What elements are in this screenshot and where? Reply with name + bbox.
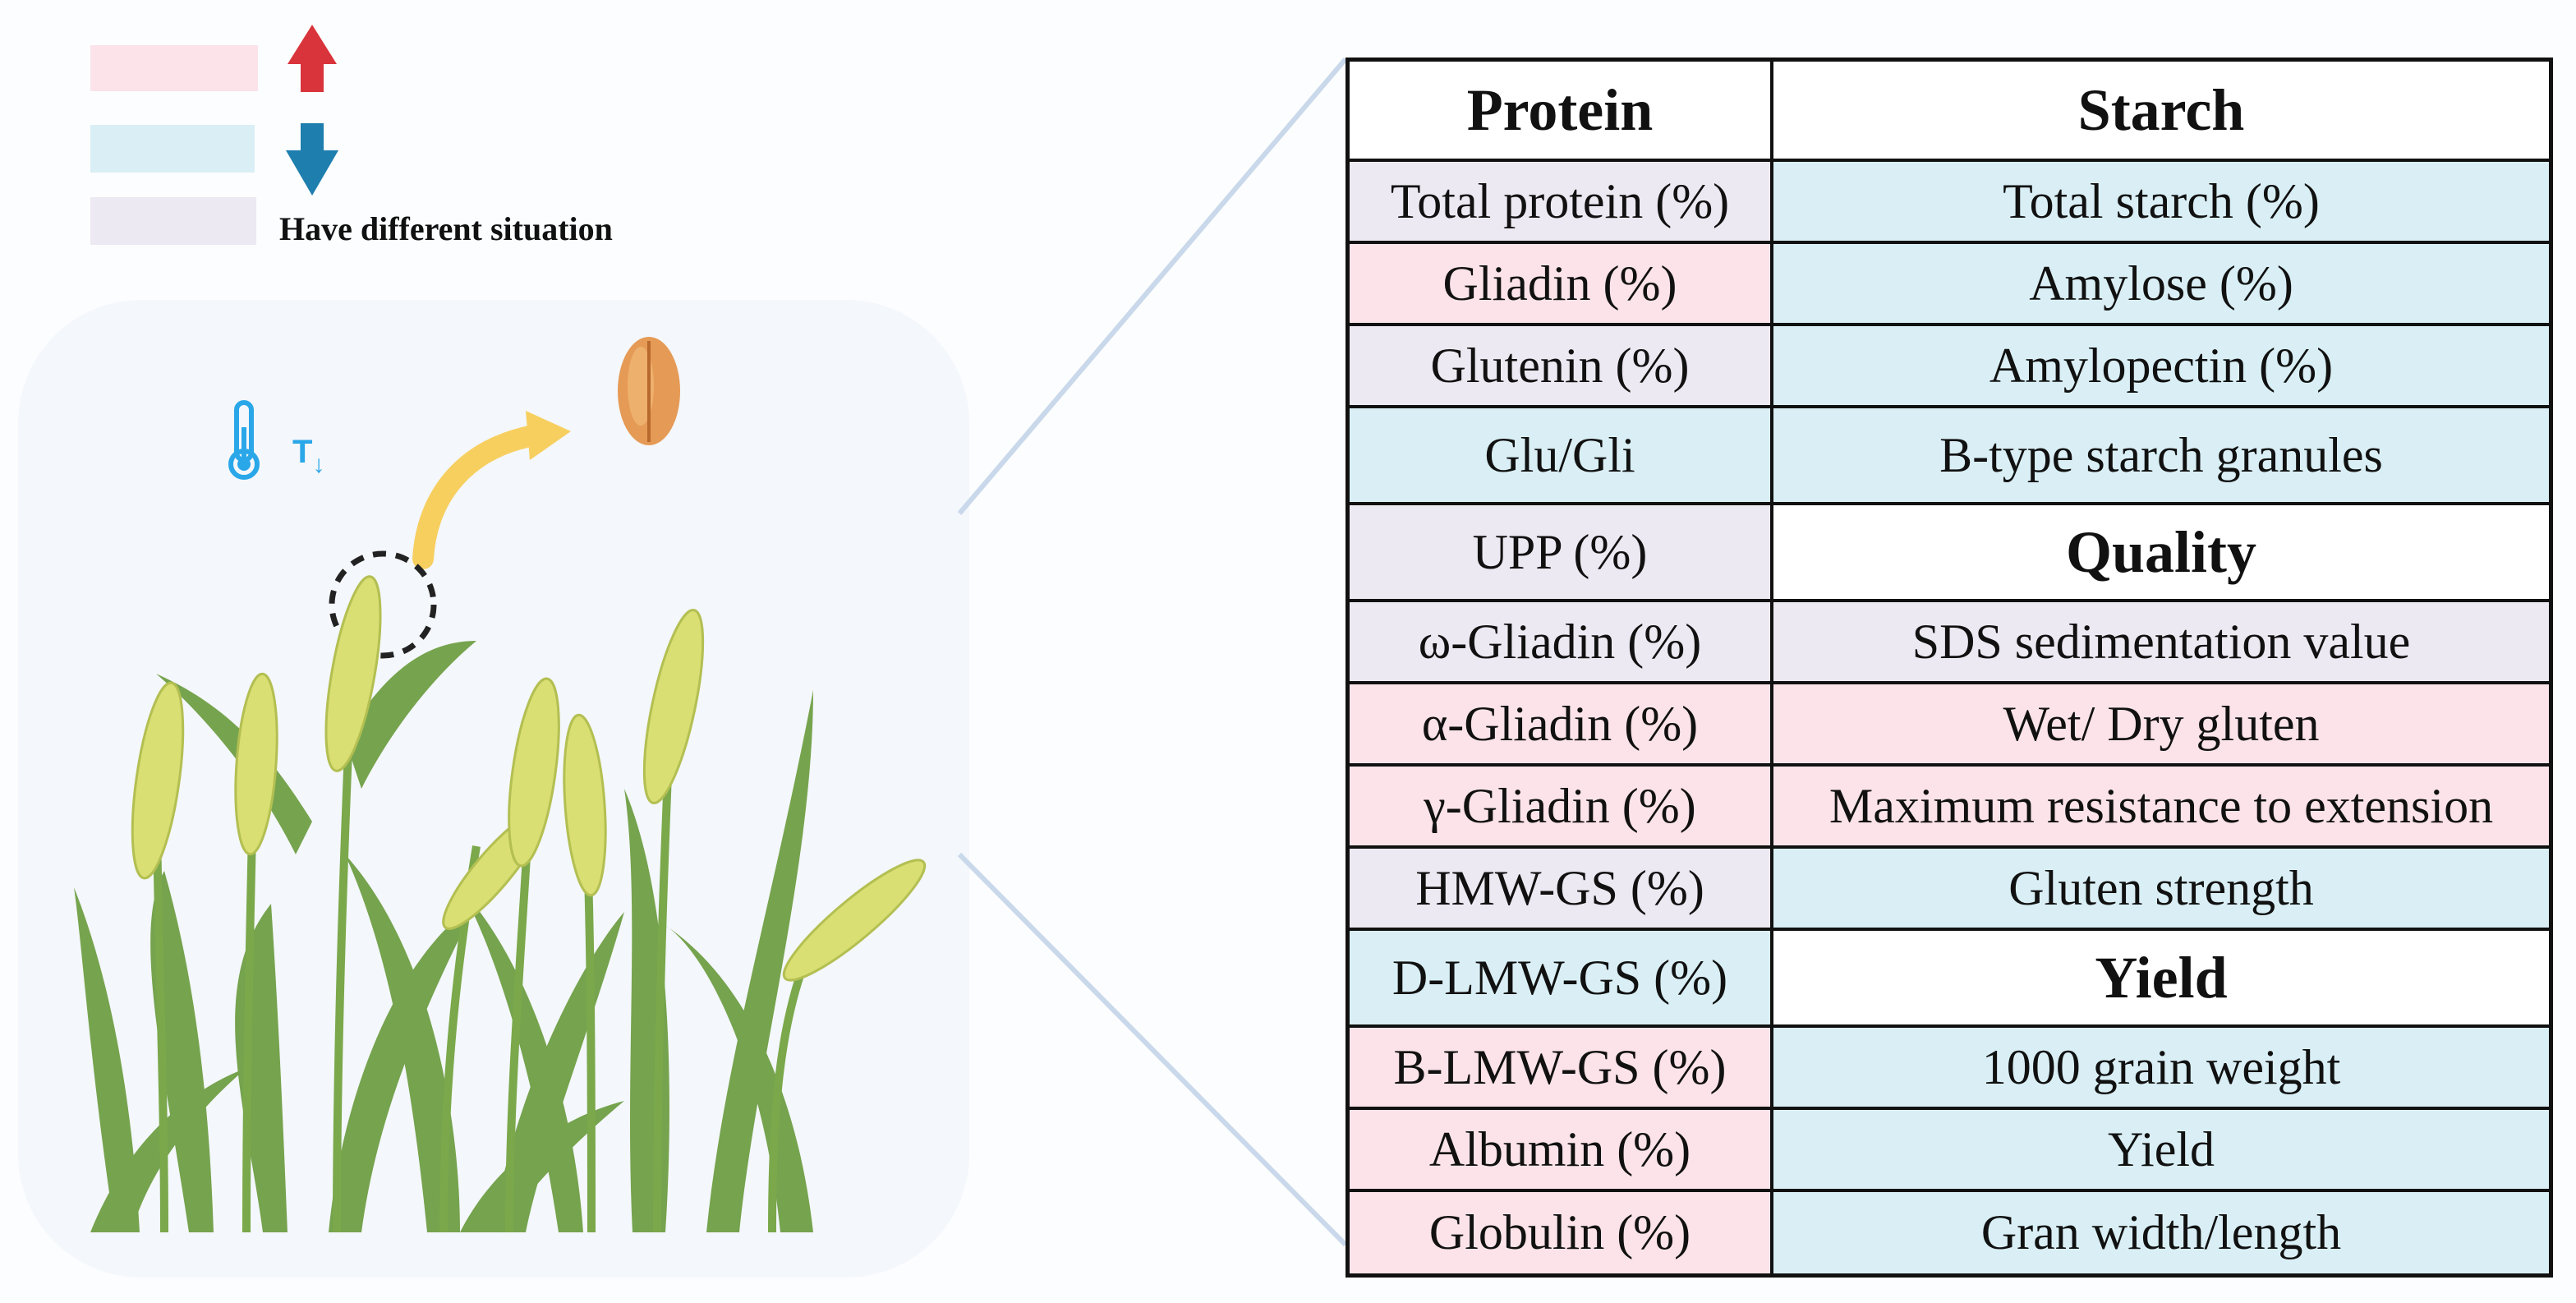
table-cell-protein: Gliadin (%) xyxy=(1350,244,1773,326)
legend-label-different: Have different situation xyxy=(279,210,613,247)
down-arrow-icon xyxy=(286,123,338,196)
temperature-symbol: T xyxy=(292,434,313,470)
table-cell-protein: Albumin (%) xyxy=(1350,1110,1773,1192)
table-cell-protein: Globulin (%) xyxy=(1350,1192,1773,1273)
table-cell-protein: UPP (%) xyxy=(1350,505,1773,602)
up-arrow-icon xyxy=(288,25,337,92)
table-cell-starch: Wet/ Dry gluten xyxy=(1773,684,2549,767)
table-cell-starch: Amylose (%) xyxy=(1773,244,2549,326)
table-cell-starch: Total starch (%) xyxy=(1773,162,2549,244)
table-cell-starch: Yield xyxy=(1773,1110,2549,1192)
table-cell-starch: Maximum resistance to extension xyxy=(1773,767,2549,849)
header-protein: Protein xyxy=(1350,62,1773,162)
table-section-header: Yield xyxy=(1773,931,2549,1028)
table-cell-starch: Gluten strength xyxy=(1773,849,2549,931)
table-cell-protein: Glu/Gli xyxy=(1350,408,1773,505)
table-cell-protein: γ-Gliadin (%) xyxy=(1350,767,1773,849)
table-cell-protein: α-Gliadin (%) xyxy=(1350,684,1773,767)
table-cell-starch: Gran width/length xyxy=(1773,1192,2549,1273)
table-cell-protein: Total protein (%) xyxy=(1350,162,1773,244)
connector-line-top xyxy=(957,58,1348,515)
table-cell-protein: B-LMW-GS (%) xyxy=(1350,1028,1773,1110)
header-starch: Starch xyxy=(1773,62,2549,162)
table-cell-starch: Amylopectin (%) xyxy=(1773,326,2549,408)
properties-table: Protein Starch Total protein (%) Total st… xyxy=(1346,58,2553,1278)
temperature-label: T↓ xyxy=(292,434,324,479)
legend-swatch-grey xyxy=(90,197,256,245)
connector-line-bottom xyxy=(957,852,1348,1247)
table-section-header: Quality xyxy=(1773,505,2549,602)
table-cell-protein: D-LMW-GS (%) xyxy=(1350,931,1773,1028)
legend-swatch-pink xyxy=(90,45,258,91)
table-cell-starch: SDS sedimentation value xyxy=(1773,602,2549,684)
table-cell-starch: 1000 grain weight xyxy=(1773,1028,2549,1110)
table-cell-protein: ω-Gliadin (%) xyxy=(1350,602,1773,684)
table-cell-starch: B-type starch granules xyxy=(1773,408,2549,505)
legend-swatch-blue xyxy=(90,125,255,173)
wheat-scene-panel xyxy=(18,300,969,1278)
table-cell-protein: HMW-GS (%) xyxy=(1350,849,1773,931)
table-cell-protein: Glutenin (%) xyxy=(1350,326,1773,408)
temperature-down-arrow: ↓ xyxy=(312,451,325,478)
